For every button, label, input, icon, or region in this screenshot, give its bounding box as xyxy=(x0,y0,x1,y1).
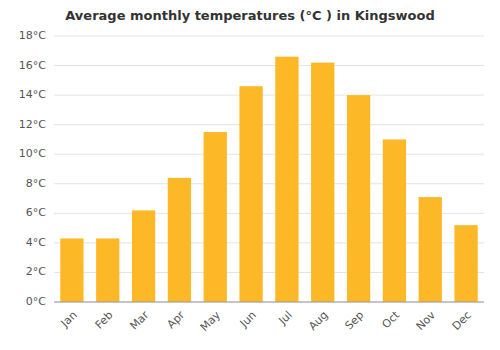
grid-line xyxy=(54,95,484,96)
bar xyxy=(419,197,442,302)
x-tick-label: Jun xyxy=(237,309,259,331)
y-tick-label: 0°C xyxy=(26,295,46,308)
y-tick-label: 16°C xyxy=(19,59,46,72)
grid-line xyxy=(54,36,484,37)
chart-container: 0°C 2°C 4°C 6°C 8°C 10°C 12°C 14°C 16°C 18°C Jan Fe… xyxy=(0,0,500,350)
y-tick-label: 10°C xyxy=(19,147,46,160)
grid-line xyxy=(54,124,484,125)
y-tick-label: 14°C xyxy=(19,88,46,101)
y-tick-label: 8°C xyxy=(26,177,46,190)
bar xyxy=(454,225,477,302)
grid-line xyxy=(54,154,484,155)
bars xyxy=(60,57,477,302)
x-tick-label: Dec xyxy=(450,309,474,333)
grid-line xyxy=(54,65,484,66)
bar xyxy=(275,57,298,302)
bar xyxy=(347,95,370,302)
bar xyxy=(168,178,191,302)
bar xyxy=(132,210,155,302)
y-tick-label: 6°C xyxy=(26,206,46,219)
chart: 0°C 2°C 4°C 6°C 8°C 10°C 12°C 14°C 16°C 18°C Jan Fe… xyxy=(0,0,500,350)
x-tick-label: Jul xyxy=(275,309,294,328)
x-tick-label: Apr xyxy=(165,308,188,331)
x-tick-label: May xyxy=(198,308,224,334)
x-tick-label: Oct xyxy=(380,308,403,331)
x-tick-label: Mar xyxy=(127,308,151,332)
bar xyxy=(60,238,83,302)
x-tick-label: Jan xyxy=(58,309,80,331)
bar xyxy=(96,238,119,302)
x-tick-label: Aug xyxy=(306,309,330,333)
y-tick-label: 18°C xyxy=(19,29,46,42)
x-tick-label: Nov xyxy=(414,308,439,333)
x-tick-labels: Jan Feb Mar Apr May Jun Jul Aug Sep Oct Nov Dec xyxy=(58,308,474,334)
x-axis-line xyxy=(54,302,484,303)
grid-line xyxy=(54,302,484,303)
y-tick-label: 2°C xyxy=(26,265,46,278)
chart-title: Average monthly temperatures (°C ) in Ki… xyxy=(65,8,434,23)
grid-line xyxy=(54,183,484,184)
y-tick-label: 12°C xyxy=(19,118,46,131)
bar xyxy=(311,63,334,302)
x-tick-label: Sep xyxy=(343,309,367,333)
bar xyxy=(383,139,406,302)
bar xyxy=(204,132,227,302)
bar xyxy=(239,86,262,302)
x-tick-label: Feb xyxy=(93,309,116,332)
y-tick-label: 4°C xyxy=(26,236,46,249)
y-tick-labels: 0°C 2°C 4°C 6°C 8°C 10°C 12°C 14°C 16°C 18°C xyxy=(19,29,46,308)
y-grid xyxy=(54,36,484,302)
